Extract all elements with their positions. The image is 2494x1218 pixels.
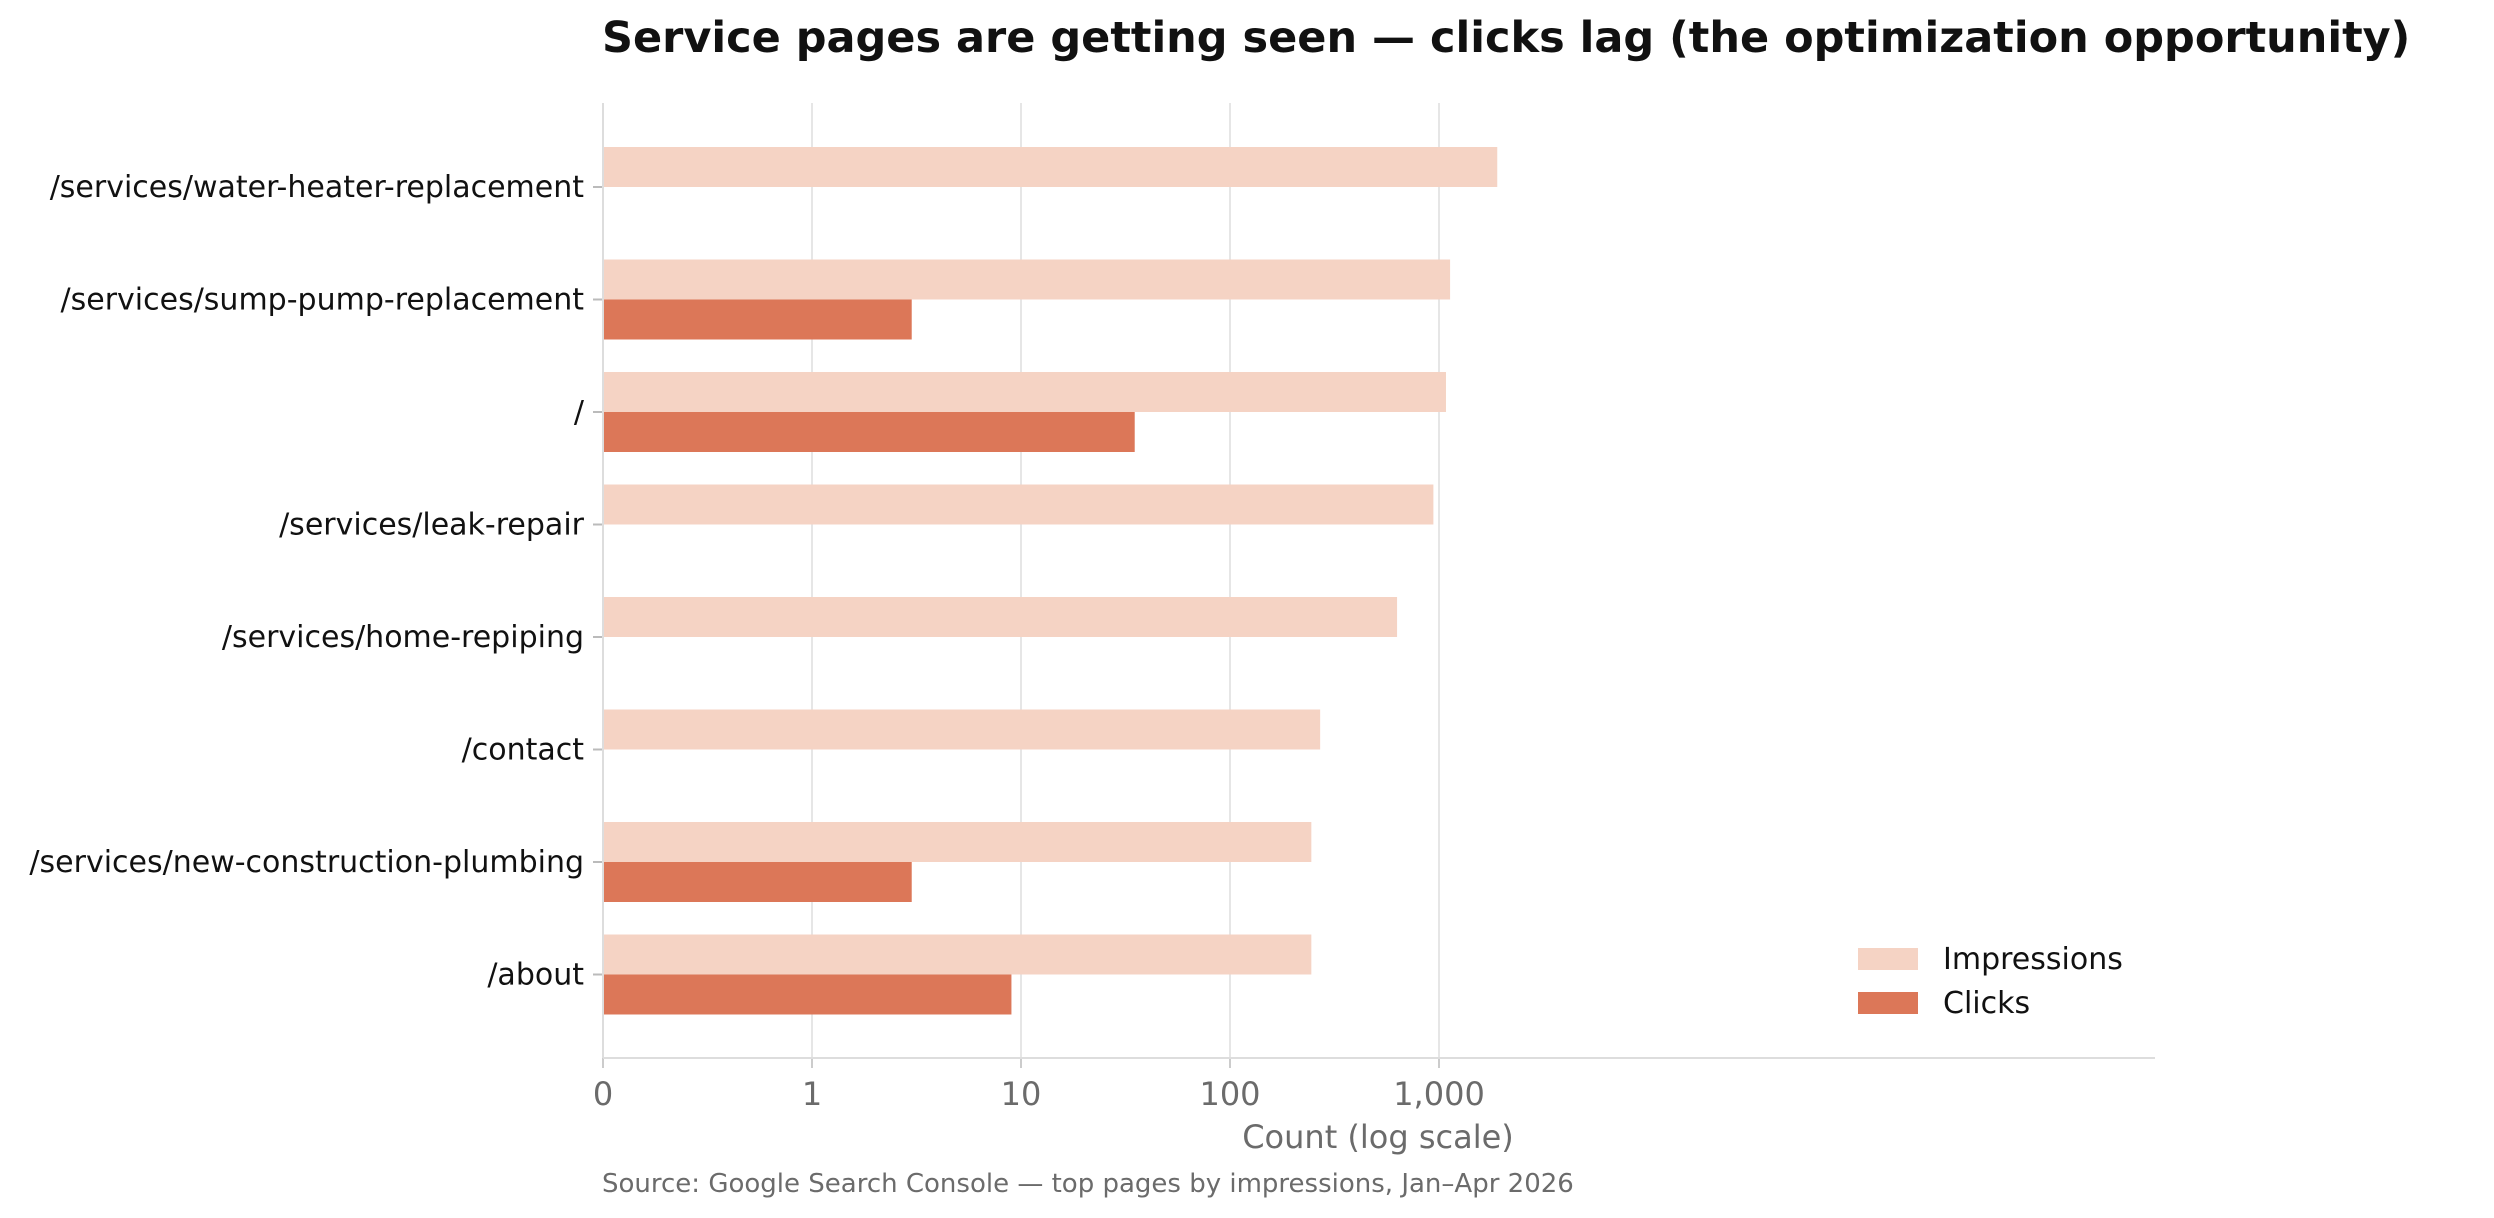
category-label: /services/leak-repair bbox=[279, 508, 585, 543]
legend-swatch bbox=[1858, 948, 1918, 970]
legend-label: Clicks bbox=[1943, 986, 2030, 1021]
clicks-bar bbox=[603, 862, 912, 902]
x-tick-label: 10 bbox=[1001, 1075, 1042, 1113]
x-tick-label: 1,000 bbox=[1393, 1075, 1485, 1113]
category-label: /about bbox=[487, 958, 584, 993]
category-label: /contact bbox=[462, 733, 585, 768]
impressions-bar bbox=[603, 597, 1398, 637]
clicks-bar bbox=[603, 412, 1135, 452]
legend: Impressions Clicks bbox=[1858, 942, 2123, 1021]
impressions-bar bbox=[603, 709, 1321, 750]
category-label: /services/water-heater-replacement bbox=[50, 170, 585, 205]
legend-swatch bbox=[1858, 992, 1918, 1014]
x-tick-label: 100 bbox=[1199, 1075, 1260, 1113]
x-tick-label: 1 bbox=[802, 1075, 822, 1113]
impressions-bar bbox=[603, 259, 1451, 300]
chart-title: Service pages are getting seen — clicks … bbox=[602, 13, 2410, 63]
impressions-bar bbox=[603, 147, 1498, 187]
x-tick-label: 0 bbox=[593, 1075, 613, 1113]
category-label: /services/new-construction-plumbing bbox=[29, 845, 584, 880]
clicks-bar bbox=[603, 974, 1012, 1015]
impressions-bar bbox=[603, 372, 1446, 412]
x-axis-title: Count (log scale) bbox=[1242, 1118, 1514, 1156]
legend-label: Impressions bbox=[1943, 942, 2123, 977]
category-label: /services/sump-pump-replacement bbox=[61, 283, 585, 318]
category-label: / bbox=[574, 395, 585, 430]
clicks-bar bbox=[603, 299, 912, 340]
category-labels: /services/water-heater-replacement/servi… bbox=[29, 170, 603, 993]
grid-lines bbox=[602, 103, 1440, 1058]
source-note: Source: Google Search Console — top page… bbox=[602, 1169, 1574, 1199]
x-axis: 0 1 10 100 1,000 bbox=[593, 103, 2155, 1113]
impressions-bar bbox=[603, 822, 1312, 862]
impressions-bar bbox=[603, 484, 1434, 525]
impressions-bar bbox=[603, 934, 1312, 975]
category-label: /services/home-repiping bbox=[222, 620, 584, 655]
bars bbox=[603, 147, 1498, 1015]
